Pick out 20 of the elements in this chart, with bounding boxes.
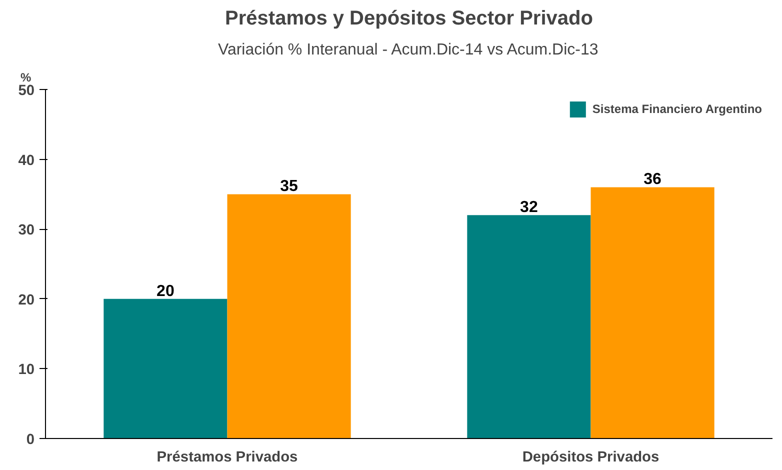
bar — [227, 194, 351, 438]
y-axis-title: % — [20, 70, 32, 84]
bar — [104, 298, 228, 438]
bar — [467, 215, 591, 438]
y-tick-label: 40 — [18, 152, 35, 169]
y-tick-label: 20 — [18, 292, 35, 308]
data-label: 32 — [520, 199, 538, 216]
data-label: 35 — [280, 178, 298, 196]
chart-title: Préstamos y Depósitos Sector Privado — [225, 8, 593, 30]
data-label: 36 — [644, 171, 662, 188]
chart-subtitle: Variación % Interanual - Acum.Dic-14 vs Acum.Dic-13 — [218, 42, 598, 58]
data-label: 20 — [156, 282, 174, 300]
y-tick-label: 30 — [18, 222, 35, 239]
y-tick-label: 0 — [26, 432, 35, 448]
legend-label: Sistema Financiero Argentino — [592, 102, 762, 116]
y-tick-label: 50 — [18, 83, 35, 99]
x-tick-label: Depósitos Privados — [522, 450, 660, 466]
bar — [590, 187, 714, 438]
x-tick-label: Préstamos Privados — [156, 450, 298, 466]
y-tick-label: 10 — [18, 362, 35, 378]
